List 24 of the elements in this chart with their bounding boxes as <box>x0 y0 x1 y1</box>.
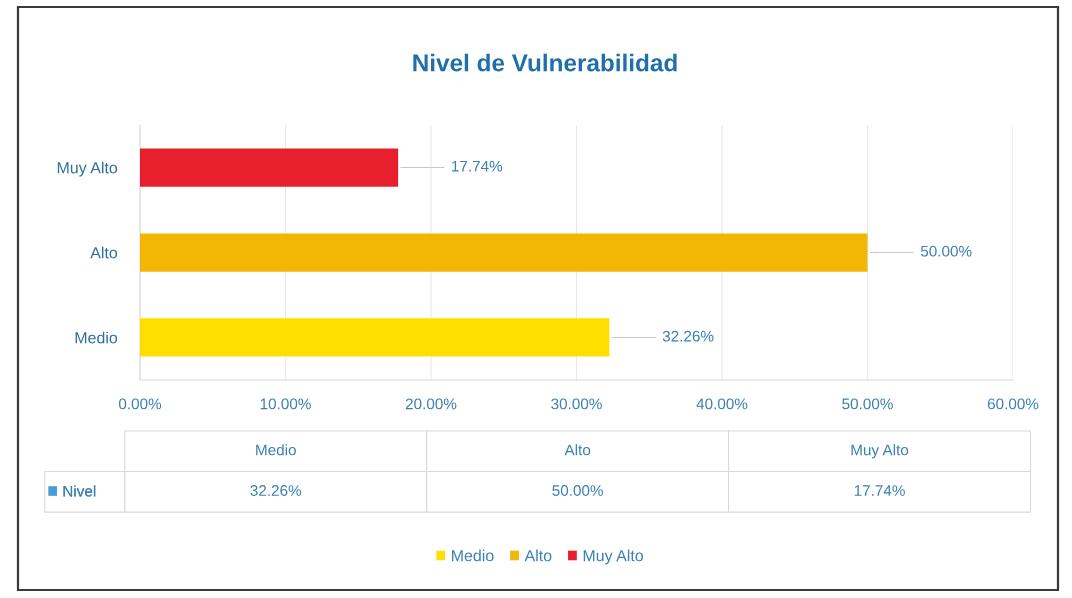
category-label: Medio <box>452 549 494 562</box>
x-tick-label: 0.00% <box>118 398 162 410</box>
x-tick-label: 60.00% <box>987 398 1039 410</box>
text: Nivel <box>63 485 96 497</box>
data-label: 50.00% <box>920 245 972 257</box>
data-label: 32.26% <box>662 330 714 342</box>
y-tick-label: Medio <box>75 331 118 344</box>
category-label: Muy Alto <box>851 444 909 459</box>
text: 50.00% <box>552 485 603 496</box>
category-label: Alto <box>564 444 591 456</box>
text: 32.26% <box>250 485 302 496</box>
x-tick-label: 10.00% <box>260 398 311 410</box>
y-tick-label: Alto <box>90 246 118 259</box>
data-label: 17.74% <box>452 160 503 172</box>
x-tick-label: 30.00% <box>551 398 602 410</box>
x-tick-label: 50.00% <box>842 398 893 410</box>
category-label: Muy Alto <box>583 549 643 565</box>
x-tick-label: 20.00% <box>405 398 457 410</box>
category-label: Alto <box>524 549 552 562</box>
x-tick-label: 40.00% <box>696 398 748 410</box>
category-label: Medio <box>256 444 296 456</box>
text: 17.74% <box>854 485 905 496</box>
y-tick-label: Muy Alto <box>57 161 118 177</box>
chart-title: Nivel de Vulnerabilidad <box>413 53 677 72</box>
